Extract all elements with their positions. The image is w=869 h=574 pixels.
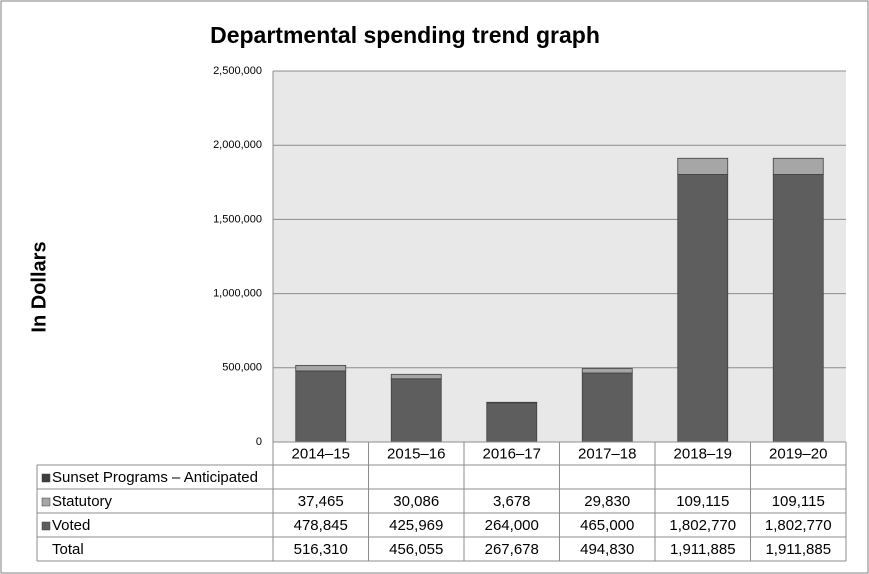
bar-segment (295, 364, 347, 372)
table-cell: 37,465 (298, 493, 344, 510)
table-cell: 465,000 (580, 517, 634, 534)
legend-swatch (41, 473, 51, 483)
x-tick-label: 2017–18 (578, 445, 636, 462)
bar-segment (772, 174, 824, 443)
table-cell: 425,969 (389, 517, 443, 534)
table-cell: 1,802,770 (669, 517, 736, 534)
bar-segment (772, 157, 824, 175)
y-tick-label: 0 (256, 436, 262, 448)
legend-swatch (41, 521, 51, 531)
total-label: Total (52, 541, 84, 558)
y-tick-label: 500,000 (222, 362, 262, 374)
legend-label: Sunset Programs – Anticipated (52, 469, 258, 486)
x-tick-label: 2016–17 (483, 445, 541, 462)
y-tick-label: 1,500,000 (213, 213, 262, 225)
y-tick-label: 2,500,000 (213, 65, 262, 77)
bar-segment (677, 174, 729, 443)
table-cell: 1,911,885 (765, 541, 831, 558)
bar-segment (677, 157, 729, 175)
bar-segment (581, 372, 633, 443)
bar-segment (295, 370, 347, 443)
chart-title: Departmental spending trend graph (210, 22, 600, 48)
bar-segment (486, 401, 538, 404)
legend-label: Voted (52, 517, 90, 534)
table-cell: 494,830 (580, 541, 634, 558)
legend-label: Statutory (52, 493, 113, 510)
table-cell: 1,802,770 (765, 517, 832, 534)
x-tick-label: 2014–15 (292, 445, 350, 462)
y-axis-label: In Dollars (28, 241, 50, 332)
table-cell: 109,115 (772, 493, 825, 510)
table-cell: 109,115 (676, 493, 729, 510)
table-cell: 264,000 (485, 517, 539, 534)
bar-segment (486, 402, 538, 443)
plot-area (273, 71, 846, 442)
table-cell: 30,086 (393, 493, 439, 510)
x-tick-label: 2019–20 (769, 445, 827, 462)
bar-segment (390, 378, 442, 443)
x-tick-label: 2018–19 (674, 445, 732, 462)
table-cell: 1,911,885 (670, 541, 736, 558)
table-cell: 456,055 (389, 541, 443, 558)
table-cell: 29,830 (584, 493, 630, 510)
table-cell: 478,845 (294, 517, 348, 534)
x-tick-label: 2015–16 (387, 445, 445, 462)
y-tick-label: 2,000,000 (213, 139, 262, 151)
table-cell: 516,310 (294, 541, 348, 558)
bar-segment (390, 373, 442, 380)
table-cell: 3,678 (493, 493, 531, 510)
bar-segment (581, 368, 633, 374)
legend-swatch (41, 497, 51, 507)
table-cell: 267,678 (485, 541, 539, 558)
y-tick-label: 1,000,000 (213, 288, 262, 300)
